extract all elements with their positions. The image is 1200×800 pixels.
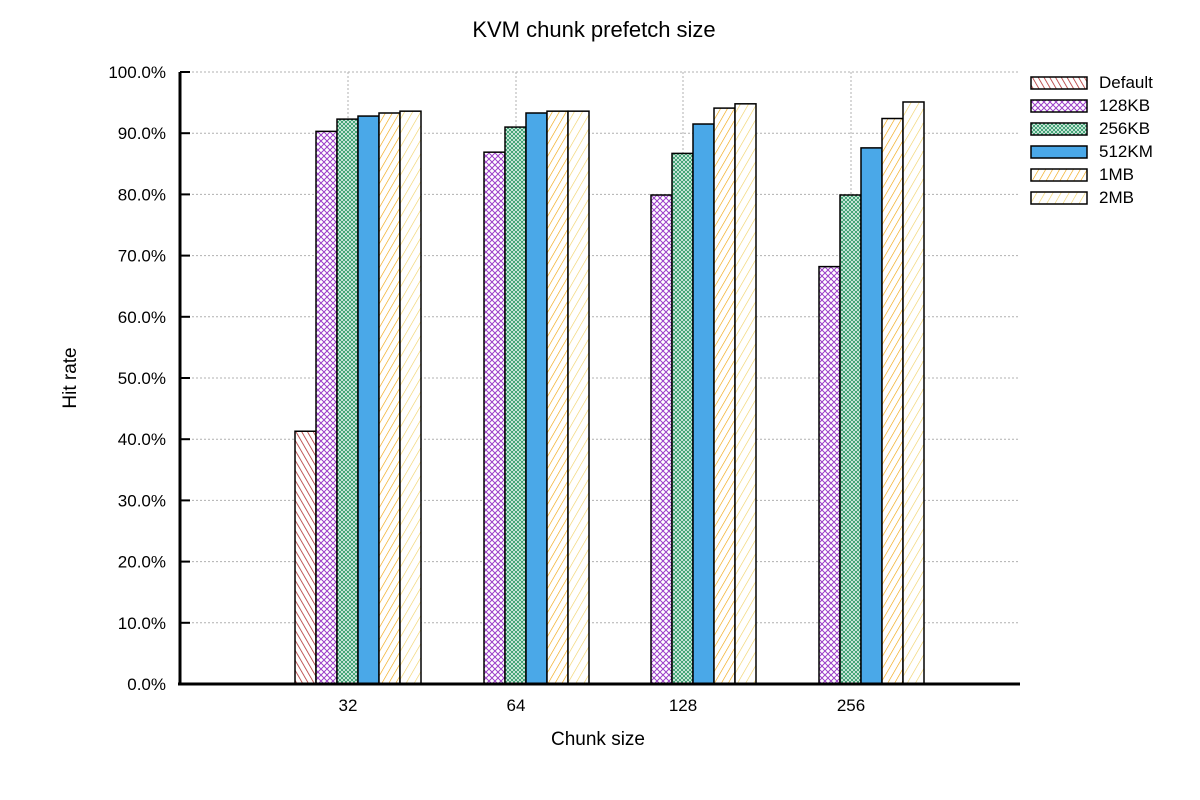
legend-swatch-2mb — [1030, 191, 1088, 205]
bar-512km-256 — [860, 147, 883, 685]
legend-label-2mb: 2MB — [1099, 188, 1134, 207]
y-tick-label: 70.0% — [118, 247, 166, 266]
y-tick-label: 0.0% — [127, 675, 166, 694]
legend-swatch-128kb — [1030, 99, 1088, 113]
bar-128kb-32 — [315, 130, 338, 685]
legend-swatch-256kb — [1030, 122, 1088, 136]
bar-256kb-128 — [671, 152, 694, 685]
legend-label-128kb: 128KB — [1099, 96, 1150, 115]
x-tick-label: 32 — [339, 696, 358, 715]
legend: Default 128KB 256KB 512KM 1MB 2MB — [1030, 73, 1153, 207]
y-tick-label: 60.0% — [118, 308, 166, 327]
bar-1mb-128 — [713, 107, 736, 685]
legend-label-1mb: 1MB — [1099, 165, 1134, 184]
axes: 0.0% 10.0% 20.0% 30.0% 40.0% 50.0% 60.0% 70.0% 8… — [108, 63, 1020, 715]
bar-128kb-64 — [483, 151, 506, 685]
y-tick-label: 20.0% — [118, 553, 166, 572]
bar-2mb-32 — [399, 110, 422, 685]
bar-1mb-32 — [378, 112, 401, 685]
chart-title: KVM chunk prefetch size — [472, 17, 715, 42]
bar-256kb-32 — [336, 118, 359, 685]
bars-group — [294, 101, 925, 685]
legend-label-default: Default — [1099, 73, 1153, 92]
bar-default-32 — [294, 430, 317, 685]
bar-256kb-256 — [839, 194, 862, 685]
legend-swatch-default — [1030, 76, 1088, 90]
legend-label-256kb: 256KB — [1099, 119, 1150, 138]
bar-1mb-256 — [881, 117, 904, 685]
bar-1mb-64 — [546, 110, 569, 685]
bar-2mb-64 — [567, 110, 590, 685]
bar-512km-128 — [692, 123, 715, 685]
y-tick-label: 50.0% — [118, 369, 166, 388]
y-tick-label: 100.0% — [108, 63, 166, 82]
y-tick-label: 40.0% — [118, 430, 166, 449]
x-tick-label: 128 — [669, 696, 697, 715]
y-tick-label: 10.0% — [118, 614, 166, 633]
y-tick-label: 90.0% — [118, 124, 166, 143]
x-tick-label: 256 — [837, 696, 865, 715]
bar-128kb-128 — [650, 194, 673, 685]
x-tick-label: 64 — [507, 696, 526, 715]
bar-512km-32 — [357, 115, 380, 685]
bar-128kb-256 — [818, 265, 841, 685]
y-tick-label: 80.0% — [118, 185, 166, 204]
y-axis-label: Hit rate — [60, 347, 81, 408]
bar-512km-64 — [525, 112, 548, 685]
legend-label-512km: 512KM — [1099, 142, 1153, 161]
legend-swatch-1mb — [1030, 168, 1088, 182]
x-axis-label: Chunk size — [551, 729, 645, 750]
bar-2mb-256 — [902, 101, 925, 685]
legend-swatch-512km — [1030, 145, 1088, 159]
bar-2mb-128 — [734, 103, 757, 685]
y-tick-label: 30.0% — [118, 491, 166, 510]
bar-256kb-64 — [504, 126, 527, 685]
